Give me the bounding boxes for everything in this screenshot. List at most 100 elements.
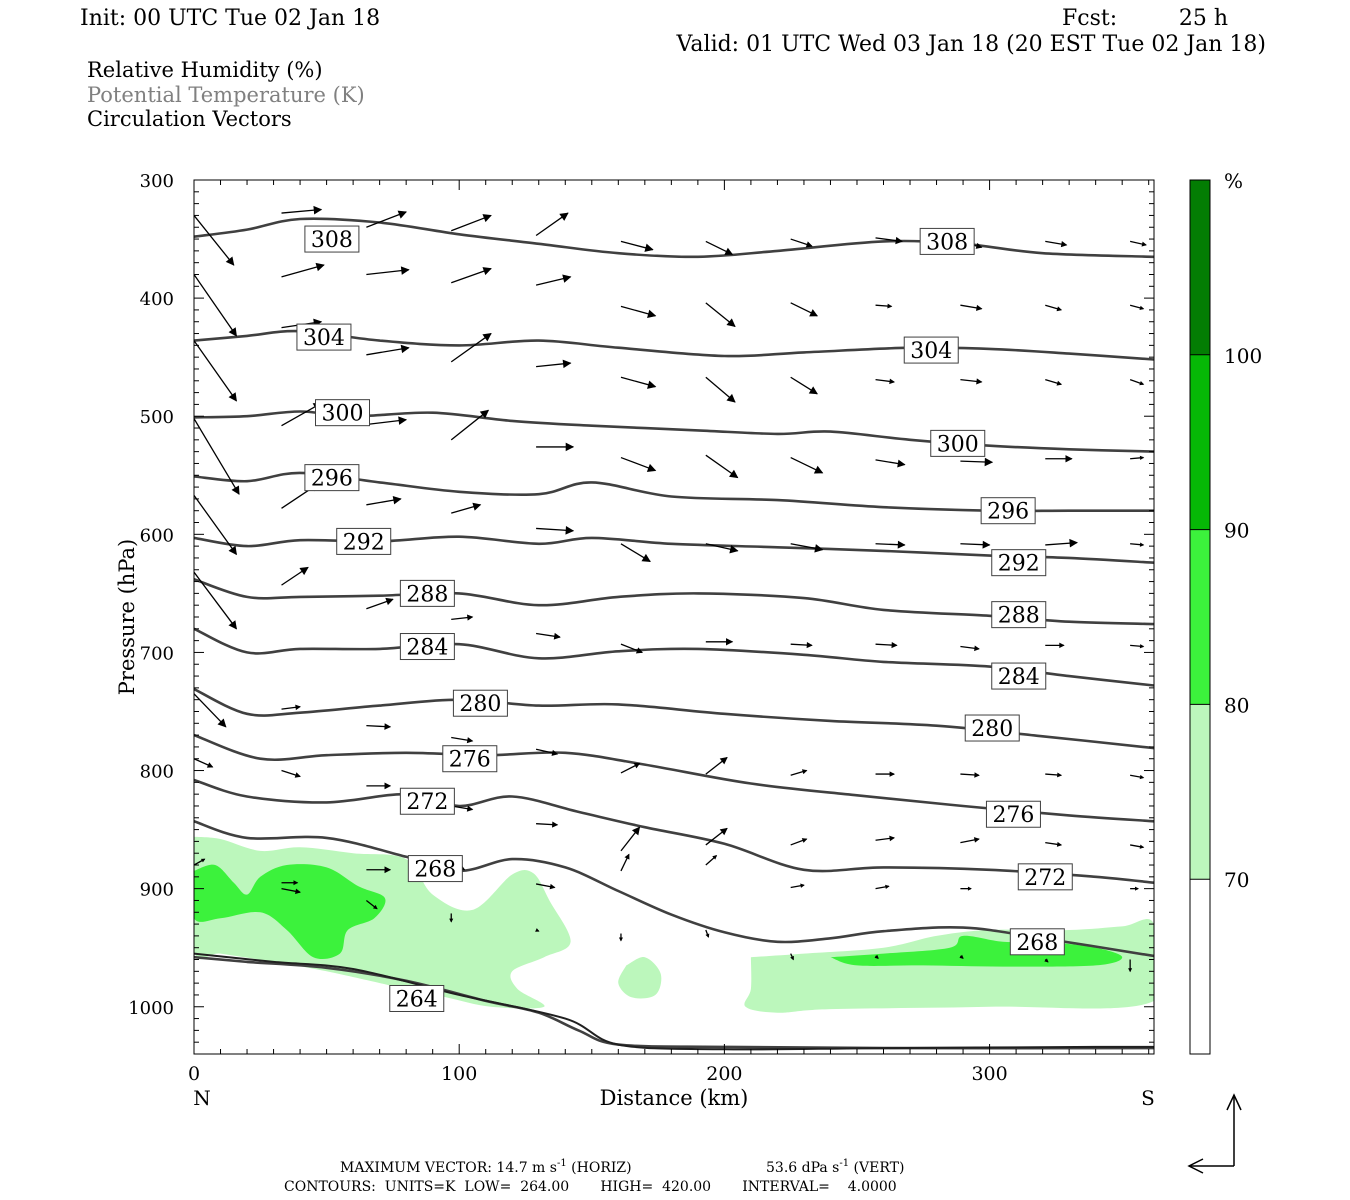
vector-arrow-86: [366, 782, 392, 790]
footer-contours: CONTOURS: UNITS=K LOW= 264.00 HIGH= 420.…: [284, 1179, 897, 1195]
svg-text:308: 308: [926, 230, 968, 255]
vector-arrow-20: [875, 303, 893, 309]
vector-arrow-19: [790, 302, 818, 317]
svg-text:304: 304: [910, 339, 952, 364]
vector-arrow-80: [875, 771, 895, 777]
contour-label-268-0: 268: [407, 855, 463, 883]
init-time: Init: 00 UTC Tue 02 Jan 18: [80, 6, 380, 31]
vector-arrow-99: [449, 913, 454, 923]
vector-arrow-13: [281, 262, 325, 278]
contour-label-268-1: 268: [1009, 928, 1065, 956]
colorbar-segment-4: [1190, 180, 1210, 355]
vector-arrow-76: [535, 748, 559, 756]
svg-text:276: 276: [992, 803, 1034, 828]
contour-label-288-0: 288: [399, 579, 455, 607]
vector-arrow-62: [366, 597, 394, 610]
y-tick-label-300: 300: [140, 171, 174, 192]
vector-arrow-98: [365, 899, 378, 910]
vector-arrow-17: [620, 305, 657, 318]
vector-arrow-77: [620, 762, 641, 774]
vector-arrow-83: [1130, 774, 1145, 780]
vector-arrow-89: [620, 826, 641, 852]
vector-arrow-52: [536, 526, 575, 535]
svg-text:264: 264: [396, 987, 438, 1012]
vector-arrow-70: [1045, 642, 1065, 649]
theta-contour-268: [194, 820, 1154, 958]
vector-arrow-51: [451, 502, 482, 514]
vector-arrow-16: [535, 274, 572, 286]
vector-arrow-97: [281, 880, 299, 886]
vector-arrow-88: [536, 821, 559, 828]
vector-arrow-11: [1129, 240, 1147, 247]
vector-arrow-74: [366, 723, 392, 730]
vector-arrow-61: [281, 566, 309, 586]
svg-text:300: 300: [937, 432, 979, 457]
reference-vector-icon: [1187, 1093, 1242, 1174]
y-tick-label-800: 800: [140, 762, 174, 783]
contour-label-284-0: 284: [399, 633, 455, 661]
vector-arrow-39: [450, 409, 490, 441]
svg-text:284: 284: [998, 665, 1040, 690]
vector-arrow-90: [705, 827, 728, 846]
vector-arrow-85: [281, 769, 301, 778]
y-axis-label: Pressure (hPa): [115, 539, 139, 695]
svg-text:292: 292: [998, 552, 1040, 577]
x-axis-label: Distance (km): [600, 1086, 749, 1110]
vector-arrow-2: [366, 210, 407, 228]
vector-arrow-38: [366, 416, 408, 426]
vector-arrow-50: [366, 495, 402, 506]
contour-label-276-0: 276: [442, 745, 498, 773]
theta-contour-292: [194, 535, 1154, 564]
contour-label-300-0: 300: [315, 399, 371, 427]
svg-text:304: 304: [303, 326, 345, 351]
vector-arrow-3: [451, 214, 492, 232]
forecast-label: Fcst:: [1062, 6, 1117, 31]
vector-arrow-29: [620, 376, 657, 389]
footer-max-vector: MAXIMUM VECTOR: 14.7 m s-1 (HORIZ) 53.6 d…: [340, 1158, 904, 1176]
vector-arrow-41: [620, 456, 657, 472]
svg-text:268: 268: [1016, 931, 1058, 956]
colorbar-label-80: 80: [1224, 693, 1249, 717]
vector-arrow-54: [705, 543, 739, 554]
vector-arrow-66: [705, 638, 734, 646]
vector-arrow-72: [194, 693, 227, 728]
contour-label-264-0: 264: [389, 984, 445, 1012]
vector-arrow-78: [705, 757, 728, 775]
y-tick-label-400: 400: [140, 289, 174, 310]
vector-arrow-115: [875, 884, 890, 890]
contour-label-308-1: 308: [919, 227, 975, 255]
vector-arrow-28: [536, 359, 572, 369]
forecast-hour: 25 h: [1179, 6, 1228, 31]
vector-arrow-64: [536, 632, 561, 640]
vector-arrow-53: [620, 543, 651, 563]
svg-text:272: 272: [406, 790, 448, 815]
vector-arrow-44: [875, 459, 906, 468]
contour-labels: 308 308 304 304 300 300 296 296 292 292 288 288 284 2…: [296, 225, 1073, 1012]
vector-arrow-34: [1045, 378, 1063, 386]
vector-arrow-112: [620, 853, 630, 872]
valid-time: Valid: 01 UTC Wed 03 Jan 18 (20 EST Tue …: [676, 32, 1266, 57]
contour-label-296-1: 296: [980, 497, 1036, 525]
vector-arrow-1: [281, 205, 323, 215]
vector-arrow-12: [194, 274, 237, 337]
svg-text:296: 296: [987, 500, 1029, 525]
vector-arrow-73: [281, 704, 301, 711]
colorbar-segment-1: [1190, 704, 1210, 880]
y-tick-label-600: 600: [140, 525, 174, 546]
contour-label-296-0: 296: [304, 464, 360, 492]
svg-text:288: 288: [998, 604, 1040, 629]
vector-arrow-102: [705, 929, 710, 938]
circulation-vectors: [194, 205, 1147, 973]
rh-region-70-0: [194, 836, 571, 1009]
vector-arrow-101: [618, 933, 623, 942]
colorbar-unit: %: [1224, 169, 1243, 193]
rh-region-80-3: [194, 864, 386, 959]
contour-label-292-1: 292: [991, 549, 1047, 577]
plot-area: 308 308 304 304 300 300 296 296 292 292 288 288 284 2…: [128, 171, 1155, 1085]
x-tick-label-300: 300: [971, 1063, 1007, 1085]
x-tick-label-100: 100: [441, 1063, 477, 1085]
vector-arrow-36: [194, 418, 240, 495]
svg-text:292: 292: [343, 530, 385, 555]
vector-arrow-15: [451, 267, 492, 284]
